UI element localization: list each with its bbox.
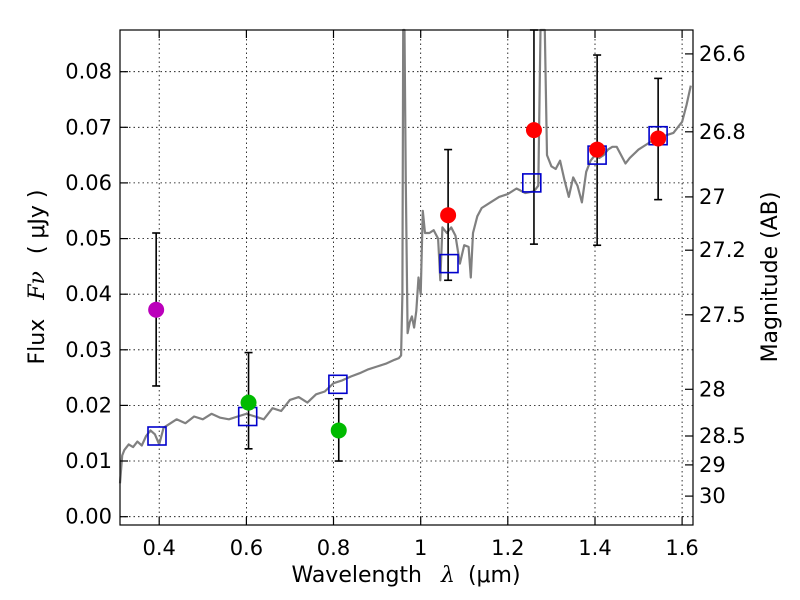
x-axis-label-symbol: λ bbox=[440, 563, 455, 588]
observed-circle-marker bbox=[240, 394, 257, 411]
x-axis-label-text: Wavelength bbox=[291, 563, 422, 588]
y2-tick-label: 27.2 bbox=[699, 238, 746, 262]
x-tick-label: 0.8 bbox=[317, 536, 350, 560]
y-tick-label: 0.00 bbox=[65, 505, 112, 529]
y-tick-label: 0.07 bbox=[65, 115, 112, 139]
y2-tick-label: 28.5 bbox=[699, 424, 746, 448]
y2-tick-labels: 26.6 26.8 27 27.2 27.5 28 28.5 29 30 bbox=[699, 42, 746, 508]
x-tick-labels: 0.4 0.6 0.8 1 1.2 1.4 1.6 bbox=[142, 536, 698, 560]
model-square-marker bbox=[439, 253, 459, 274]
y2-tick-label: 27.5 bbox=[699, 303, 746, 327]
y-axis-label-text: Flux bbox=[25, 319, 50, 365]
y2-tick-label: 30 bbox=[699, 484, 726, 508]
marker-layer bbox=[147, 122, 668, 446]
y-tick-label: 0.04 bbox=[65, 282, 112, 306]
x-axis-label: Wavelength λ (μm) bbox=[291, 563, 520, 588]
x-tick-label: 1 bbox=[414, 536, 427, 560]
model-square-marker bbox=[521, 173, 542, 193]
y2-tick-label: 26.6 bbox=[699, 42, 746, 66]
x-tick-label: 0.6 bbox=[230, 536, 263, 560]
y2-axis-label: Magnitude (AB) bbox=[758, 192, 783, 363]
y-tick-label: 0.08 bbox=[65, 60, 112, 84]
x-tick-label: 1.2 bbox=[491, 536, 524, 560]
observed-circle-marker bbox=[440, 207, 457, 224]
y-axis-label: Flux Fν ( μJy ) bbox=[25, 189, 50, 364]
y-tick-label: 0.03 bbox=[65, 338, 112, 362]
y-tick-label: 0.05 bbox=[65, 227, 112, 251]
x-axis-label-unit: (μm) bbox=[468, 563, 521, 588]
spectrum-line bbox=[118, 28, 692, 484]
y-tick-label: 0.02 bbox=[65, 393, 112, 417]
y-tick-label: 0.01 bbox=[65, 449, 112, 473]
model-square-marker bbox=[147, 426, 167, 446]
model-square-marker bbox=[328, 374, 348, 395]
x-tick-label: 1.6 bbox=[665, 536, 698, 560]
y-tick-labels: 0.00 0.01 0.02 0.03 0.04 0.05 0.06 0.07 0.08 bbox=[65, 60, 112, 529]
y2-tick-label: 29 bbox=[699, 453, 726, 477]
y-tick-label: 0.06 bbox=[65, 171, 112, 195]
x-tick-label: 1.4 bbox=[578, 536, 611, 560]
y-axis-label-unit: ( μJy ) bbox=[25, 189, 50, 254]
y2-tick-label: 26.8 bbox=[699, 120, 746, 144]
observed-circle-marker bbox=[650, 130, 667, 147]
plot-frame bbox=[119, 29, 694, 526]
observed-circle-marker bbox=[525, 122, 542, 139]
x-tick-label: 0.4 bbox=[142, 536, 175, 560]
observed-circle-marker bbox=[148, 301, 165, 318]
y2-tick-label: 27 bbox=[699, 185, 726, 209]
ticks bbox=[120, 30, 693, 525]
observed-circle-marker bbox=[330, 422, 347, 439]
y2-tick-label: 28 bbox=[699, 377, 726, 401]
observed-circle-marker bbox=[589, 141, 606, 158]
spectrum-layer bbox=[118, 28, 692, 484]
y-axis-label-symbol: Fν bbox=[25, 271, 50, 301]
